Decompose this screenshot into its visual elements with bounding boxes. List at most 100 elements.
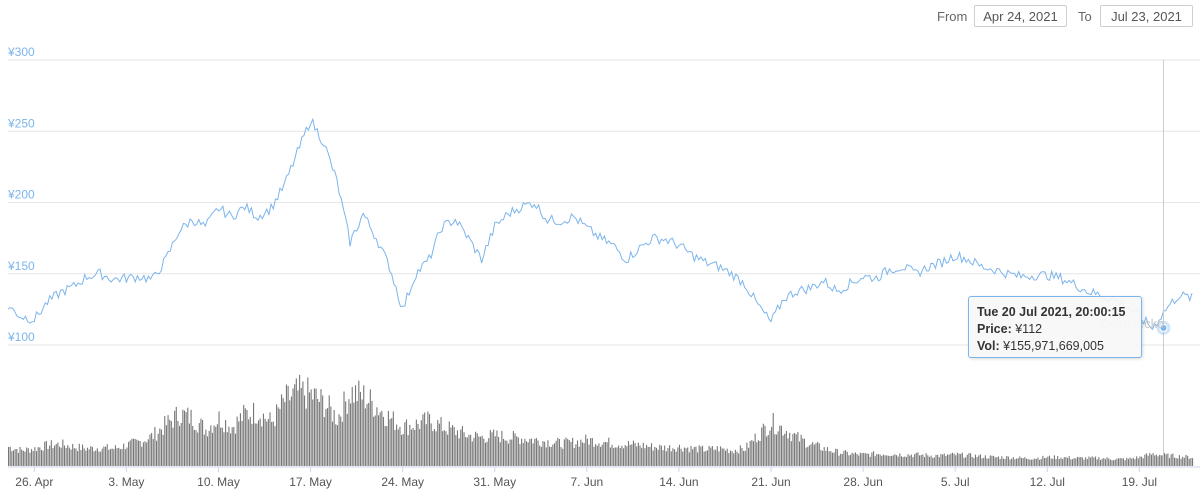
- volume-bar: [132, 438, 135, 466]
- volume-bar: [213, 425, 215, 466]
- volume-bar: [677, 447, 679, 466]
- volume-bar: [118, 447, 120, 466]
- volume-bar: [419, 428, 421, 466]
- volume-bar: [868, 453, 870, 466]
- volume-bar: [978, 455, 980, 466]
- volume-bar: [55, 444, 57, 466]
- volume-bar: [1055, 459, 1057, 466]
- volume-bar: [951, 452, 954, 466]
- volume-bar: [203, 434, 205, 466]
- chart-tooltip: Tue 20 Jul 2021, 20:00:15 Price: ¥112 Vo…: [968, 296, 1142, 358]
- volume-bar: [647, 446, 649, 466]
- volume-bar: [1048, 455, 1051, 466]
- volume-bar: [205, 429, 207, 466]
- volume-bar: [795, 434, 797, 466]
- volume-bar: [1119, 458, 1121, 466]
- volume-bar: [40, 449, 42, 466]
- volume-bar: [271, 421, 273, 466]
- volume-bar: [417, 423, 419, 466]
- volume-bar: [1075, 458, 1077, 466]
- volume-bar: [167, 415, 169, 466]
- volume-bar: [626, 446, 628, 466]
- volume-bar: [798, 441, 801, 466]
- volume-bar: [1011, 458, 1013, 466]
- volume-bar: [381, 410, 383, 466]
- volume-bar: [828, 451, 830, 466]
- volume-bar: [22, 450, 24, 466]
- volume-bar: [17, 452, 19, 466]
- volume-bar: [501, 430, 503, 466]
- volume-bar: [659, 444, 661, 466]
- volume-bar: [909, 455, 911, 466]
- volume-bar: [504, 440, 506, 466]
- volume-bar: [1006, 455, 1008, 466]
- to-date-input[interactable]: Jul 23, 2021: [1100, 5, 1193, 27]
- volume-bar: [280, 394, 283, 466]
- volume-bar: [177, 420, 179, 466]
- volume-bar: [539, 445, 541, 466]
- volume-bar: [846, 451, 848, 466]
- volume-bar: [619, 448, 621, 466]
- volume-bar: [206, 436, 209, 466]
- volume-bar: [1109, 459, 1111, 466]
- volume-bar: [364, 408, 366, 466]
- volume-bar: [654, 447, 656, 466]
- volume-bar: [443, 430, 445, 466]
- volume-bar: [820, 449, 822, 466]
- volume-bar: [52, 448, 54, 466]
- volume-bar: [96, 448, 98, 466]
- volume-bar: [463, 432, 465, 466]
- volume-bar: [728, 453, 730, 466]
- volume-bar: [545, 447, 547, 466]
- volume-bar: [655, 447, 658, 466]
- volume-bar: [803, 438, 806, 466]
- volume-bar: [637, 442, 639, 466]
- volume-bar: [363, 385, 365, 466]
- volume-bar: [672, 448, 674, 466]
- volume-bar: [430, 423, 432, 466]
- volume-bar: [262, 413, 264, 466]
- volume-bar: [514, 433, 516, 466]
- volume-bar: [397, 429, 399, 466]
- volume-bar: [1118, 458, 1120, 466]
- volume-bar: [244, 408, 246, 466]
- volume-bar: [697, 452, 699, 466]
- volume-bar: [327, 408, 329, 466]
- volume-bar: [253, 402, 255, 466]
- volume-bar: [991, 455, 993, 466]
- volume-bar: [1134, 459, 1136, 466]
- volume-bar: [802, 438, 804, 466]
- volume-bar: [935, 454, 937, 466]
- volume-bar: [869, 456, 871, 466]
- volume-bar: [1096, 459, 1098, 466]
- from-date-input[interactable]: Apr 24, 2021: [974, 5, 1067, 27]
- volume-bar: [621, 445, 623, 466]
- volume-bar: [292, 388, 294, 466]
- volume-bar: [111, 448, 113, 466]
- volume-bar: [711, 446, 713, 466]
- volume-bar: [634, 443, 636, 466]
- volume-bar: [623, 448, 625, 466]
- volume-bar: [195, 430, 197, 466]
- volume-bar: [1167, 453, 1169, 466]
- volume-bar: [756, 442, 758, 466]
- volume-bar: [741, 448, 743, 466]
- volume-bar: [261, 426, 263, 466]
- volume-bar: [374, 415, 376, 466]
- volume-bar: [159, 428, 161, 466]
- volume-bar: [1145, 453, 1148, 466]
- volume-bar: [511, 439, 513, 466]
- volume-bar: [160, 429, 163, 466]
- volume-bar: [101, 448, 103, 466]
- volume-bar: [762, 423, 764, 466]
- volume-bar: [1164, 453, 1166, 466]
- tooltip-vol-value: ¥155,971,669,005: [1003, 339, 1104, 353]
- volume-bar: [940, 454, 942, 466]
- tooltip-date: Tue 20 Jul 2021, 20:00:15: [977, 305, 1126, 319]
- volume-bar: [124, 449, 126, 466]
- volume-bar: [609, 447, 611, 466]
- volume-bar: [777, 431, 779, 466]
- volume-bar: [660, 445, 662, 466]
- volume-bar: [67, 445, 69, 466]
